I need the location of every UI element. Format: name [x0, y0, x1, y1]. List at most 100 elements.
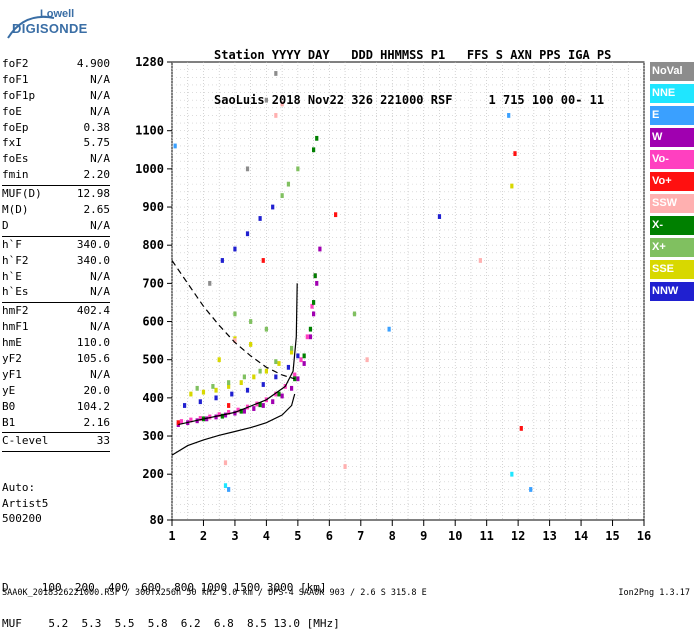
data-point — [274, 374, 278, 380]
data-point — [274, 359, 278, 365]
legend-entry-x: X+ — [650, 238, 694, 257]
param-value: N/A — [90, 367, 110, 381]
version-label: Ion2Png 1.3.17 — [618, 588, 690, 598]
data-point — [214, 387, 218, 393]
param-row: B1 2.16 — [2, 416, 110, 432]
data-point — [189, 417, 193, 423]
param-row: hmF2 402.4 — [2, 304, 110, 320]
distance-row: D 100 200 400 600 800 1000 1500 3000 [km… — [2, 581, 327, 594]
param-value: 4.900 — [76, 57, 110, 70]
data-point — [258, 216, 262, 221]
data-point — [208, 414, 212, 420]
param-value: N/A — [90, 269, 110, 283]
data-point — [264, 326, 268, 332]
data-point — [214, 414, 218, 420]
data-point — [198, 416, 202, 421]
legend-entry-ssw: SSW — [650, 194, 694, 213]
param-row: foE N/A — [2, 105, 110, 121]
data-point — [478, 258, 482, 263]
data-point — [308, 334, 313, 340]
data-point — [233, 410, 237, 416]
data-point — [296, 353, 300, 359]
param-name: hmF1 — [2, 320, 29, 334]
data-point — [227, 384, 231, 389]
legend-entry-nnw: NNW — [650, 282, 694, 301]
x-tick-label: 16 — [637, 529, 651, 543]
legend-entry-w: W — [650, 128, 694, 147]
station-header: Station YYYY DAY DDD HHMMSS P1 FFS S AXN… — [214, 18, 611, 123]
y-tick-label: 600 — [142, 315, 164, 329]
param-row: foF1p N/A — [2, 89, 110, 105]
param-row: M(D) 2.65 — [2, 203, 110, 219]
data-point — [312, 311, 316, 317]
data-point — [312, 300, 316, 305]
param-value: N/A — [90, 320, 110, 334]
data-point — [437, 214, 442, 219]
x-tick-label: 7 — [357, 529, 364, 543]
header-line1: Station YYYY DAY DDD HHMMSS P1 FFS S AXN… — [214, 48, 612, 62]
data-point — [230, 391, 234, 397]
data-point — [227, 409, 231, 415]
data-point — [274, 71, 278, 76]
param-name: h`F — [2, 237, 22, 251]
data-point — [239, 380, 243, 385]
param-value: 12.98 — [76, 187, 110, 201]
data-point — [227, 380, 231, 385]
x-tick-label: 8 — [389, 529, 396, 543]
x-tick-label: 15 — [605, 529, 619, 543]
data-point — [179, 419, 184, 424]
param-name: foF2 — [2, 57, 29, 70]
y-tick-label: 500 — [142, 353, 164, 367]
param-value: 2.16 — [83, 415, 111, 429]
x-tick-label: 11 — [479, 529, 493, 543]
y-tick-label: 300 — [142, 429, 164, 443]
data-point — [310, 303, 314, 309]
logo-swoosh-icon — [7, 16, 55, 39]
data-point — [233, 338, 237, 344]
lowell-digisonde-logo: Lowell DIGISONDE — [4, 8, 100, 44]
file-info-footer: SAA0K_2018326221000.RSF / 300fx256h 50 k… — [2, 588, 427, 598]
data-point — [280, 393, 284, 399]
legend-entry-e: E — [650, 106, 694, 125]
data-point — [296, 166, 300, 172]
param-row: h`F2 340.0 — [2, 254, 110, 270]
param-value: 20.0 — [83, 383, 111, 397]
polarization-legend: NoVal NNE E W Vo- Vo+ SSW X- X+ SSE NNW — [650, 62, 694, 304]
param-separator — [2, 432, 110, 434]
y-tick-label: 1100 — [135, 124, 164, 138]
data-point — [334, 212, 338, 218]
param-row: foF2 4.900 — [2, 57, 110, 73]
data-point — [261, 403, 265, 408]
x-tick-label: 14 — [574, 529, 588, 543]
param-row: hmE 110.0 — [2, 336, 110, 352]
param-name: foF1p — [2, 88, 36, 102]
data-point — [220, 413, 224, 419]
data-point — [258, 368, 262, 374]
param-row: fxI 5.75 — [2, 136, 110, 152]
data-point — [182, 403, 187, 408]
legend-entry-nne: NNE — [650, 84, 694, 103]
data-point — [513, 151, 517, 156]
data-point — [217, 357, 221, 363]
data-point — [252, 406, 256, 411]
param-name: foE — [2, 104, 22, 118]
param-value: 340.0 — [76, 237, 110, 251]
data-point — [296, 376, 300, 382]
param-name: fmin — [2, 168, 29, 182]
param-value: 340.0 — [76, 253, 110, 267]
data-point — [211, 384, 215, 389]
param-value: 104.2 — [76, 399, 110, 413]
data-point — [271, 204, 275, 210]
param-value: 2.20 — [83, 168, 111, 182]
data-point — [201, 389, 206, 395]
param-row: hmF1 N/A — [2, 320, 110, 336]
y-tick-label: 200 — [142, 467, 164, 481]
param-row: h`Es N/A — [2, 285, 110, 301]
param-name: MUF(D) — [2, 187, 42, 201]
param-value: N/A — [90, 104, 110, 118]
data-point — [286, 364, 291, 370]
data-point — [233, 246, 237, 252]
auto-label: Auto: — [2, 481, 36, 494]
data-point — [208, 280, 212, 286]
param-value: 105.6 — [76, 352, 110, 366]
